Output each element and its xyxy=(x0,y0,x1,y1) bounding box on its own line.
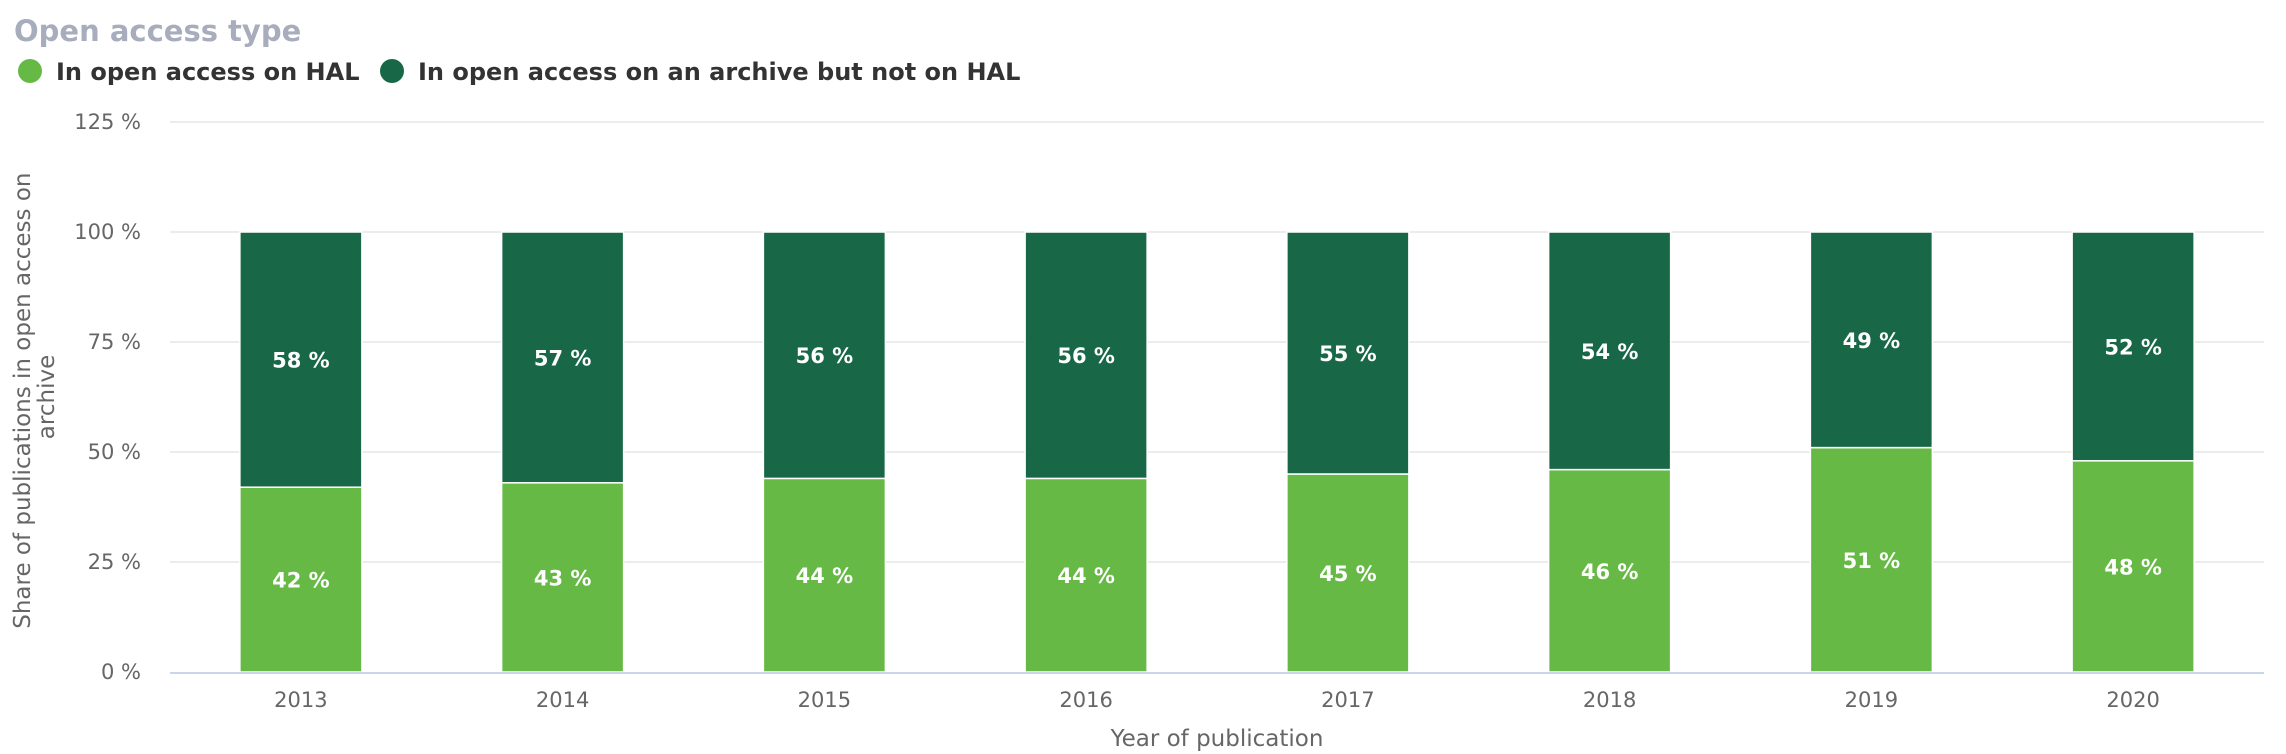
bar-segment-hal[interactable] xyxy=(1286,473,1410,673)
data-labels: 42 % 58 % 43 % 57 % 44 % 56 % 44 % 56 % 45 % 55 %… xyxy=(272,329,2162,593)
bar-segment-archive-not-hal[interactable] xyxy=(239,231,363,488)
legend-label-archive-not-hal: In open access on an archive but not on … xyxy=(418,58,1020,86)
bar-segment-archive-not-hal[interactable] xyxy=(1547,231,1672,471)
x-tick-label: 2018 xyxy=(1583,688,1636,712)
legend: In open access on HAL In open access on … xyxy=(18,58,1020,86)
y-tick-label: 25 % xyxy=(88,550,141,574)
x-axis-title: Year of publication xyxy=(1110,726,1324,752)
data-label: 51 % xyxy=(1843,549,1901,573)
y-axis-title-line-1: Share of publications in open access on xyxy=(10,173,36,629)
x-tick-label: 2014 xyxy=(536,688,589,712)
data-label: 56 % xyxy=(1057,344,1115,368)
x-tick-label: 2019 xyxy=(1845,688,1898,712)
data-label: 45 % xyxy=(1319,562,1377,586)
data-label: 44 % xyxy=(1057,564,1115,588)
y-tick-label: 0 % xyxy=(101,660,141,684)
data-label: 56 % xyxy=(796,344,854,368)
y-tick-label: 75 % xyxy=(88,330,141,354)
legend-marker-archive-not-hal xyxy=(380,59,404,83)
bar-segment-hal[interactable] xyxy=(1809,446,1934,673)
data-label: 46 % xyxy=(1581,560,1639,584)
bar-segment-archive-not-hal[interactable] xyxy=(1024,231,1148,480)
y-axis-title-line-2: archive xyxy=(34,355,60,439)
x-tick-label: 2020 xyxy=(2106,688,2159,712)
bar-segment-hal[interactable] xyxy=(1547,468,1672,673)
y-tick-label: 125 % xyxy=(74,110,141,134)
y-tick-label: 100 % xyxy=(74,220,141,244)
x-tick-label: 2017 xyxy=(1321,688,1374,712)
x-tick-label: 2016 xyxy=(1059,688,1112,712)
gridlines xyxy=(170,121,2264,563)
bars xyxy=(239,231,2195,673)
data-label: 42 % xyxy=(272,569,330,593)
legend-item-archive-not-hal[interactable]: In open access on an archive but not on … xyxy=(380,58,1020,86)
legend-marker-hal xyxy=(18,59,42,83)
data-label: 52 % xyxy=(2104,335,2162,359)
x-tick-label: 2015 xyxy=(798,688,851,712)
data-label: 58 % xyxy=(272,349,330,373)
y-tick-label: 50 % xyxy=(88,440,141,464)
bar-segment-archive-not-hal[interactable] xyxy=(762,231,887,480)
bar-segment-archive-not-hal[interactable] xyxy=(1286,231,1410,475)
bar-segment-hal[interactable] xyxy=(239,486,363,673)
data-label: 43 % xyxy=(534,566,592,590)
bar-segment-hal[interactable] xyxy=(1024,477,1148,673)
data-label: 55 % xyxy=(1319,342,1377,366)
bar-segment-archive-not-hal[interactable] xyxy=(500,231,625,484)
y-axis-ticks: 0 % 25 % 50 % 75 % 100 % 125 % xyxy=(74,110,141,684)
x-tick-label: 2013 xyxy=(274,688,327,712)
data-label: 49 % xyxy=(1843,329,1901,353)
bar-segment-hal[interactable] xyxy=(2071,460,2195,673)
y-axis-title: Share of publications in open access on … xyxy=(10,165,60,629)
x-axis-ticks: 2013 2014 2015 2016 2017 2018 2019 2020 xyxy=(274,688,2160,712)
legend-label-hal: In open access on HAL xyxy=(56,58,360,86)
data-label: 44 % xyxy=(796,564,854,588)
chart-title: Open access type xyxy=(14,14,301,48)
bar-segment-archive-not-hal[interactable] xyxy=(1809,231,1934,449)
data-label: 57 % xyxy=(534,346,592,370)
bar-segment-archive-not-hal[interactable] xyxy=(2071,231,2195,462)
data-label: 48 % xyxy=(2104,555,2162,579)
data-label: 54 % xyxy=(1581,340,1639,364)
legend-item-hal[interactable]: In open access on HAL xyxy=(18,58,360,86)
